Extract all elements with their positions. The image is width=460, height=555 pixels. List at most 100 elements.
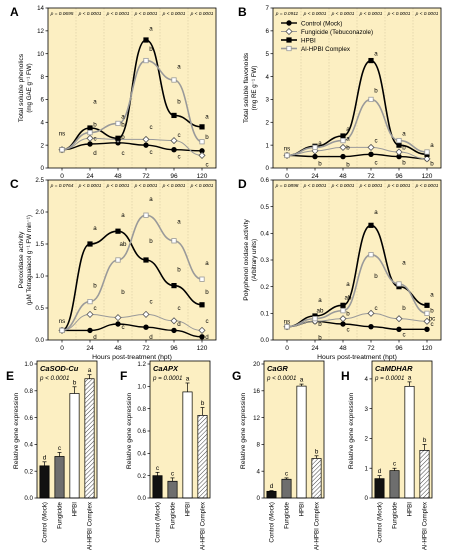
x-tick-label: 0 <box>60 173 64 180</box>
significance-letter: ns <box>59 131 66 138</box>
data-point <box>198 151 206 159</box>
significance-letter: a <box>318 140 322 147</box>
x-tick-label: 0 <box>285 173 289 180</box>
significance-letter: c <box>205 318 208 325</box>
p-value-label: p < 0.0001 <box>190 183 214 189</box>
data-point <box>199 334 205 340</box>
category-label: HPBI <box>299 502 306 517</box>
y-tick-label: 0.0 <box>35 337 44 344</box>
data-point <box>423 317 431 325</box>
category-label: HPBI <box>72 502 79 517</box>
y-axis-unit: (Arbitrary units) <box>251 239 258 281</box>
significance-letter: d <box>93 334 97 341</box>
y-tick-label: 16 <box>253 388 260 395</box>
data-point <box>143 257 149 263</box>
significance-letter: a <box>121 114 125 121</box>
significance-letter: d <box>270 483 274 490</box>
y-tick-label: 1.5 <box>35 241 44 248</box>
significance-letter: b <box>318 334 322 341</box>
data-point <box>340 308 346 314</box>
data-point <box>171 238 177 244</box>
significance-letter: c <box>285 470 289 477</box>
x-tick-label: 48 <box>114 345 122 352</box>
y-tick-label: 4 <box>41 119 45 126</box>
significance-letter: a <box>177 63 181 70</box>
data-point <box>86 310 94 318</box>
significance-letter: ab <box>120 241 127 248</box>
category-label: Control (Mock) <box>269 502 276 543</box>
y-axis-label: Peroxidase activity <box>18 231 25 288</box>
x-tick-label: 120 <box>422 345 433 352</box>
p-value-label: p = 0.0001 <box>152 375 182 382</box>
p-value-label: p < 0.0001 <box>331 11 355 17</box>
significance-letter: a <box>205 260 209 267</box>
significance-letter: a <box>149 196 153 203</box>
data-point <box>170 137 178 145</box>
data-point <box>115 257 121 263</box>
p-value-label: p < 0.0001 <box>162 183 186 189</box>
gene-title: CaAPX <box>153 364 179 373</box>
significance-letter: c <box>121 150 124 157</box>
y-tick-label: 0.3 <box>260 257 269 264</box>
y-axis-label: Relative gene expression <box>240 393 247 470</box>
significance-letter: a <box>346 281 350 288</box>
x-tick-label: 72 <box>142 173 150 180</box>
data-point <box>423 155 431 163</box>
significance-letter: c <box>177 154 180 161</box>
significance-letter: a <box>93 225 97 232</box>
significance-letter: b <box>402 144 406 151</box>
gene-title: CaSOD-Cu <box>40 364 79 373</box>
data-point <box>284 152 290 159</box>
panel-letter: A <box>10 5 19 19</box>
significance-letter: a <box>149 26 153 33</box>
data-point <box>87 241 93 247</box>
data-point <box>339 143 347 151</box>
y-axis-label: Total soluble phenolics <box>18 53 25 122</box>
significance-letter: d <box>93 150 97 157</box>
significance-letter: b <box>374 273 378 280</box>
significance-letter: c <box>177 305 180 312</box>
category-label: Control (Mock) <box>42 502 49 543</box>
y-tick-label: 0 <box>257 495 261 502</box>
x-tick-label: 72 <box>142 345 150 352</box>
significance-letter: d <box>43 454 47 461</box>
data-point <box>143 324 149 330</box>
x-tick-label: 48 <box>339 173 347 180</box>
p-value-label: p < 0.0001 <box>415 11 439 17</box>
y-tick-label: 20 <box>253 361 260 368</box>
y-tick-label: 0.6 <box>137 428 146 435</box>
data-point <box>367 143 375 151</box>
p-value-label: p < 0.0001 <box>303 183 327 189</box>
data-point <box>367 309 375 317</box>
bar <box>84 378 95 499</box>
significance-letter: c <box>149 124 152 131</box>
bar <box>389 470 400 499</box>
series-line <box>286 153 428 160</box>
data-point <box>340 302 346 308</box>
p-value-label: p < 0.0001 <box>387 11 411 17</box>
plot-frame <box>263 360 325 499</box>
significance-letter: a <box>374 209 378 216</box>
chart-panel-c: p = 0.0764 p < 0.0001 p < 0.0001 p < 0.0001… <box>18 177 217 361</box>
category-label: Control (Mock) <box>377 502 384 543</box>
x-tick-label: 24 <box>86 345 94 352</box>
y-axis-unit: (mg RE g⁻¹ FW) <box>251 66 258 111</box>
data-point <box>340 137 346 144</box>
significance-letter: c <box>93 135 96 142</box>
data-point <box>340 321 346 327</box>
significance-letter: d <box>149 334 153 341</box>
legend-marker <box>286 37 292 43</box>
data-point <box>143 212 149 218</box>
bar <box>182 391 193 499</box>
x-tick-label: 0 <box>285 345 289 352</box>
data-point <box>368 57 374 64</box>
significance-letter: d <box>205 334 209 341</box>
data-point <box>86 134 94 142</box>
significance-letter: b <box>318 160 322 167</box>
data-point <box>368 222 374 228</box>
chart-panel-f: CaAPX p = 0.0001 c Control (Mock) c Fungicide… <box>126 360 211 550</box>
y-tick-label: 3 <box>365 406 369 413</box>
significance-letter: a <box>186 375 190 382</box>
bar <box>311 458 322 499</box>
